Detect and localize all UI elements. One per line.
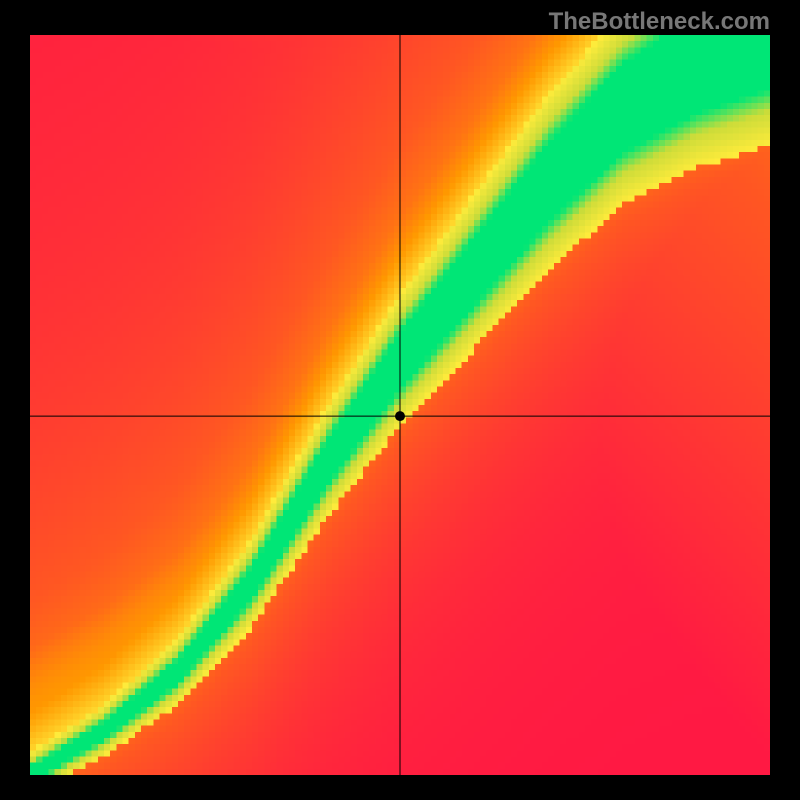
watermark-text: TheBottleneck.com [549,8,770,36]
chart-root: TheBottleneck.com [0,0,800,800]
heatmap-canvas [30,35,770,775]
